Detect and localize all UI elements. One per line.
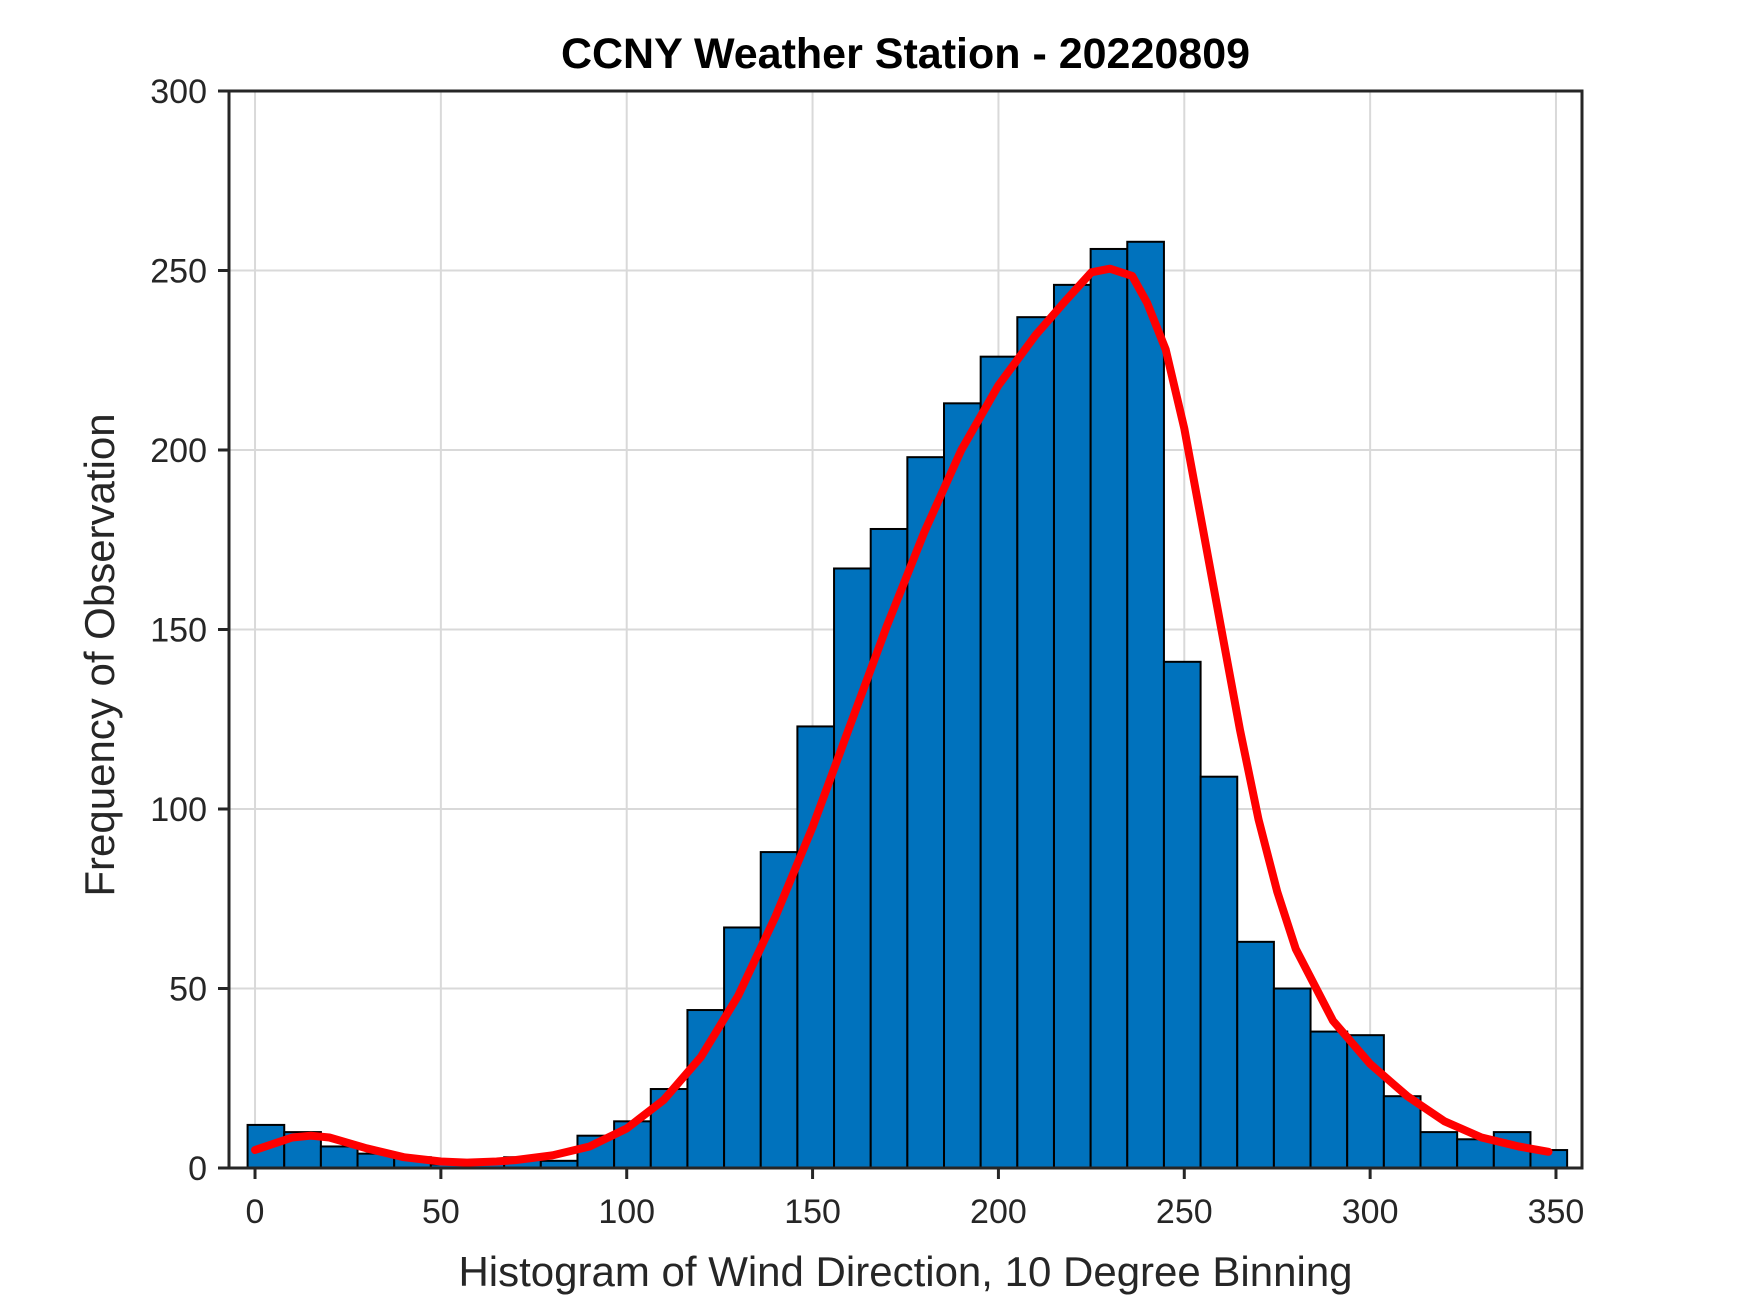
y-tick-label: 300 (150, 73, 207, 111)
x-tick-label: 300 (1342, 1193, 1399, 1231)
y-tick-label: 100 (150, 791, 207, 829)
x-axis-label: Histogram of Wind Direction, 10 Degree B… (458, 1248, 1353, 1295)
y-tick-label: 200 (150, 432, 207, 470)
histogram-bar (1199, 775, 1239, 1169)
histogram-bar (1309, 1030, 1349, 1169)
chart-title: CCNY Weather Station - 20220809 (560, 30, 1251, 78)
histogram-bar (1236, 940, 1275, 1170)
x-tick-label: 50 (422, 1193, 460, 1231)
x-tick-label: 200 (970, 1193, 1027, 1231)
x-tick-label: 0 (246, 1193, 265, 1231)
x-tick-label: 150 (784, 1193, 841, 1231)
histogram-bar (1382, 1095, 1422, 1169)
histogram-bar (943, 402, 982, 1169)
histogram-bar (979, 355, 1019, 1170)
y-tick-label: 250 (150, 253, 207, 291)
y-tick-label: 50 (169, 971, 207, 1009)
histogram-bar (1456, 1138, 1495, 1170)
fit-curve (251, 264, 1553, 1167)
y-tick-label: 150 (150, 612, 207, 650)
histogram-bar (833, 567, 872, 1169)
x-tick-label: 250 (1156, 1193, 1213, 1231)
histogram-bar (869, 527, 909, 1169)
histogram-bar (1016, 316, 1055, 1170)
x-tick-label: 350 (1528, 1193, 1585, 1231)
x-tick-label: 100 (598, 1193, 655, 1231)
histogram-bar (1052, 283, 1092, 1169)
histogram-bar (1126, 240, 1165, 1169)
y-tick-label: 0 (188, 1150, 207, 1188)
histogram-bar (1272, 987, 1312, 1169)
histogram-bar (1162, 660, 1202, 1169)
histogram-bar (1419, 1131, 1459, 1169)
histogram-bar (319, 1145, 359, 1169)
histogram-bar (1089, 247, 1129, 1169)
